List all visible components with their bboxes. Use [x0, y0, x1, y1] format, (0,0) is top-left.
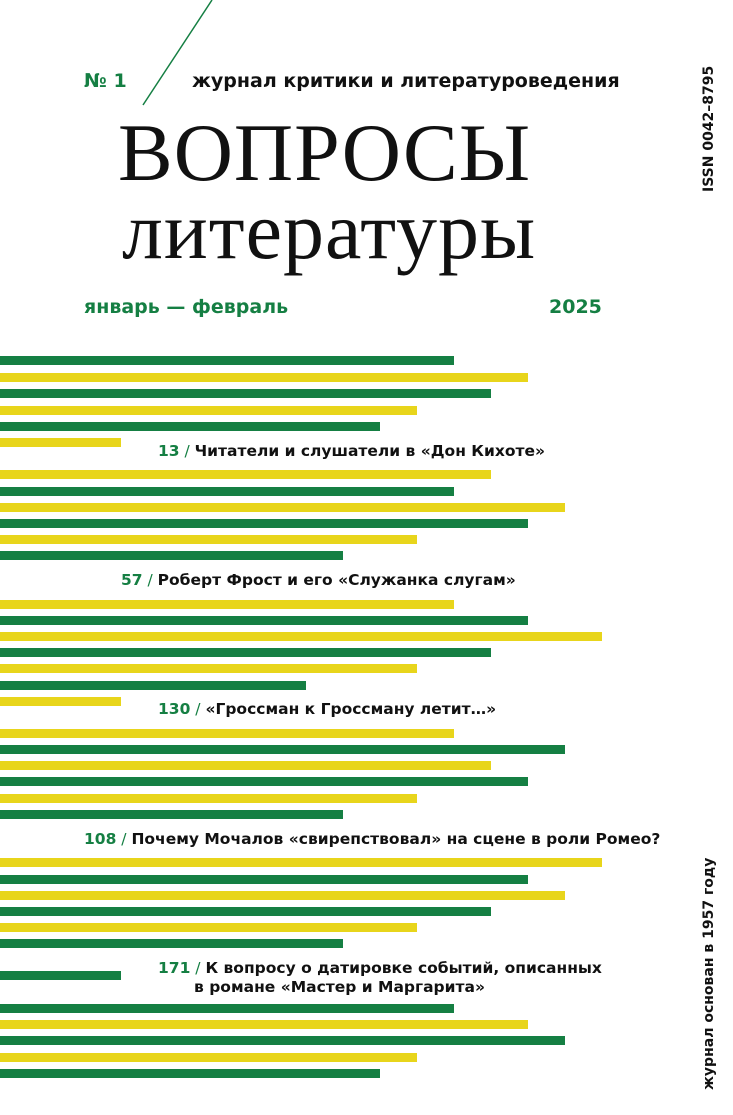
founded-text: журнал основан в 1957 году: [701, 857, 717, 1090]
issue-number: № 1: [84, 70, 127, 92]
stripe: [0, 664, 417, 673]
stripe: [0, 1004, 454, 1013]
journal-title-line2: литературы: [122, 185, 537, 276]
stripe: [0, 535, 417, 544]
article-page: 171: [158, 959, 191, 977]
article-title: К вопросу о датировке событий, описанных: [205, 959, 602, 977]
journal-title-line1: ВОПРОСЫ: [118, 107, 532, 198]
stripe: [0, 891, 565, 900]
stripe: [0, 616, 528, 625]
article-4: 108 / Почему Мочалов «свирепствовал» на …: [84, 830, 661, 848]
stripe: [0, 858, 602, 867]
article-page: 13: [158, 442, 180, 460]
stripe: [0, 875, 528, 884]
stripe: [0, 810, 343, 819]
issue-year: 2025: [549, 296, 602, 318]
stripe: [0, 406, 417, 415]
stripe: [0, 971, 121, 980]
stripe: [0, 600, 454, 609]
issue-period: январь — февраль: [84, 296, 289, 318]
article-title: Почему Мочалов «свирепствовал» на сцене …: [131, 830, 661, 848]
stripe: [0, 1053, 417, 1062]
article-3: 130 / «Гроссман к Гроссману летит…»: [158, 700, 497, 718]
stripe: [0, 487, 454, 496]
stripe: [0, 1036, 565, 1045]
stripe: [0, 681, 306, 690]
stripe: [0, 745, 565, 754]
stripe: [0, 697, 121, 706]
article-2: 57 / Роберт Фрост и его «Служанка слугам…: [121, 571, 516, 589]
stripe: [0, 632, 602, 641]
stripe: [0, 923, 417, 932]
stripe: [0, 648, 491, 657]
stripe: [0, 1020, 528, 1029]
stripe: [0, 470, 491, 479]
article-page: 57: [121, 571, 143, 589]
article-title: Читатели и слушатели в «Дон Кихоте»: [194, 442, 545, 460]
issn: ISSN 0042–8795: [701, 65, 717, 192]
article-title-line2: в романе «Мастер и Маргарита»: [194, 978, 485, 996]
article-page: 130: [158, 700, 191, 718]
stripe: [0, 389, 491, 398]
stripe: [0, 761, 491, 770]
article-title: «Гроссман к Гроссману летит…»: [205, 700, 497, 718]
diagonal-line: [142, 0, 213, 106]
stripe: [0, 794, 417, 803]
article-1: 13 / Читатели и слушатели в «Дон Кихоте»: [158, 442, 545, 460]
article-title: Роберт Фрост и его «Служанка слугам»: [157, 571, 516, 589]
stripe: [0, 777, 528, 786]
stripe: [0, 729, 454, 738]
stripe: [0, 907, 491, 916]
stripe: [0, 1069, 380, 1078]
stripe: [0, 503, 565, 512]
stripe: [0, 519, 528, 528]
article-5: 171 / К вопросу о датировке событий, опи…: [158, 959, 602, 996]
stripe: [0, 939, 343, 948]
stripe: [0, 422, 380, 431]
stripe: [0, 551, 343, 560]
stripe: [0, 356, 454, 365]
article-page: 108: [84, 830, 117, 848]
stripe: [0, 373, 528, 382]
journal-subtitle: журнал критики и литературоведения: [192, 70, 620, 92]
stripe: [0, 438, 121, 447]
